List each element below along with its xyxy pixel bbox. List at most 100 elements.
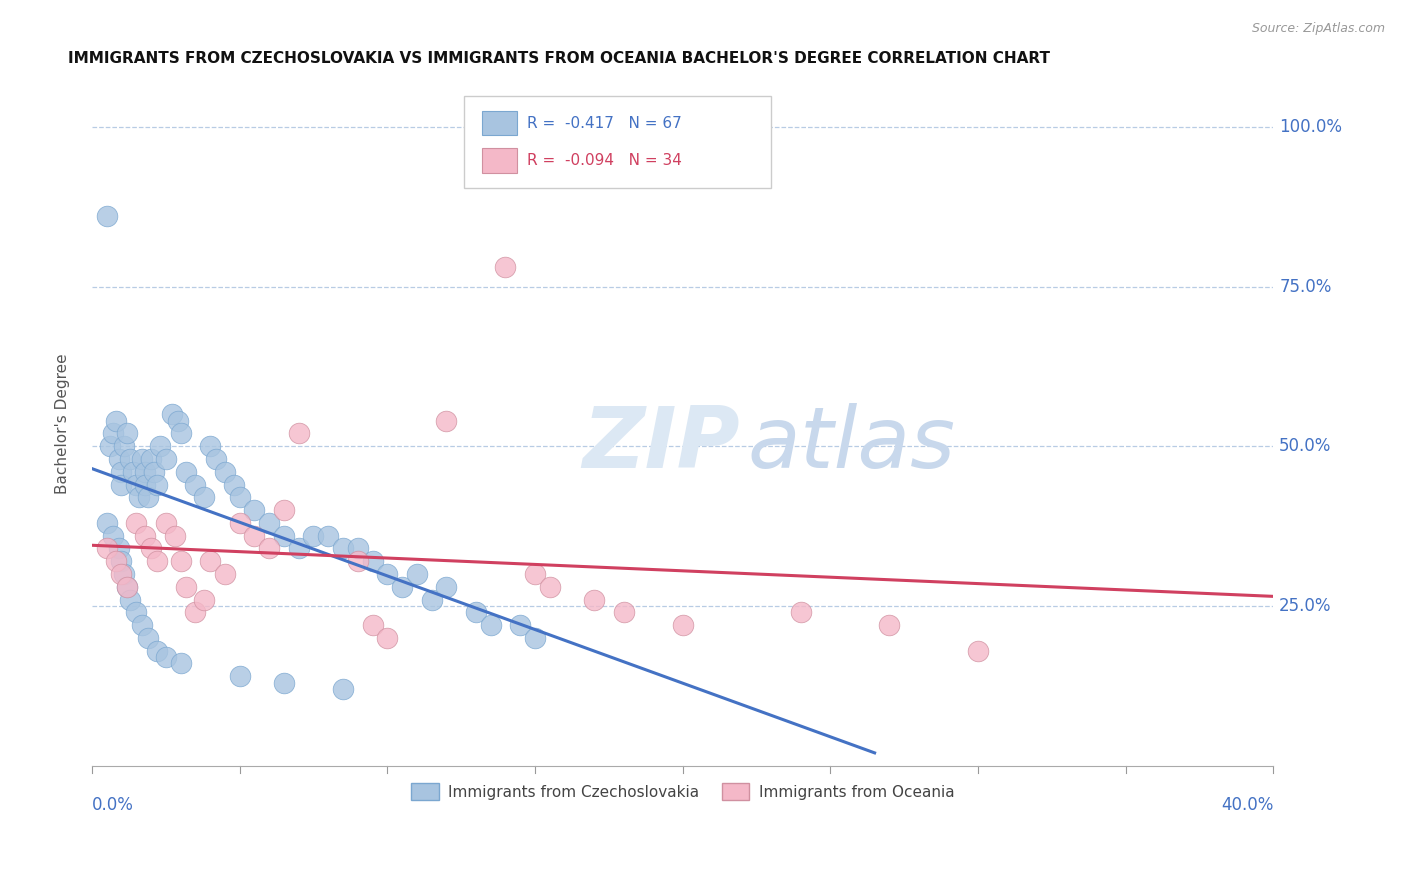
Point [107,452,129,467]
Point [110,567,132,582]
Point [790,605,813,619]
Bar [482,148,517,173]
Point [122,465,145,479]
Point [243,529,266,543]
Point [101,529,124,543]
Text: 0.0%: 0.0% [91,797,134,814]
Point [155,650,177,665]
Text: 100.0%: 100.0% [1279,118,1343,136]
Text: R =  -0.094   N = 34: R = -0.094 N = 34 [527,153,682,169]
Point [361,618,384,632]
Text: ZIP: ZIP [582,403,740,486]
Point [967,643,990,657]
Point [131,452,153,467]
Point [134,477,156,491]
Point [112,567,135,582]
Point [228,516,250,530]
Point [110,554,132,568]
Point [120,592,142,607]
Point [287,426,309,441]
Text: IMMIGRANTS FROM CZECHOSLOVAKIA VS IMMIGRANTS FROM OCEANIA BACHELOR'S DEGREE CORR: IMMIGRANTS FROM CZECHOSLOVAKIA VS IMMIGR… [69,51,1050,66]
Point [134,529,156,543]
Point [257,516,280,530]
Point [228,491,250,505]
Point [117,580,139,594]
Text: 40.0%: 40.0% [1220,797,1274,814]
Point [479,618,502,632]
Point [98,439,121,453]
Point [169,554,191,568]
Text: R =  -0.417   N = 67: R = -0.417 N = 67 [527,116,682,130]
Point [672,618,695,632]
Point [523,631,546,645]
Point [128,491,150,505]
Point [193,491,215,505]
Point [205,452,228,467]
Point [142,465,165,479]
Point [273,529,295,543]
Point [107,541,129,556]
Point [879,618,901,632]
Point [405,567,427,582]
Point [96,541,118,556]
Point [176,465,198,479]
Point [464,605,486,619]
Point [184,477,207,491]
Point [273,675,295,690]
Point [494,260,516,275]
Point [332,681,354,696]
Point [361,554,384,568]
Text: Bachelor's Degree: Bachelor's Degree [55,353,70,494]
Point [523,567,546,582]
Point [169,657,191,671]
Text: 25.0%: 25.0% [1279,597,1331,615]
Point [538,580,561,594]
Point [169,426,191,441]
Point [612,605,634,619]
Point [509,618,531,632]
Text: 50.0%: 50.0% [1279,437,1331,455]
Point [110,465,132,479]
Point [243,503,266,517]
Point [104,414,127,428]
Point [582,592,605,607]
Point [166,414,188,428]
Point [134,465,156,479]
Point [155,516,177,530]
Point [163,529,186,543]
Point [146,643,169,657]
Point [375,631,398,645]
Point [96,209,118,223]
FancyBboxPatch shape [464,95,772,188]
Bar [482,111,517,136]
Point [273,503,295,517]
Point [434,414,457,428]
Point [332,541,354,556]
Point [139,452,162,467]
Point [136,491,159,505]
Point [420,592,443,607]
Point [198,554,221,568]
Point [346,554,368,568]
Text: atlas: atlas [748,403,956,486]
Point [120,452,142,467]
Point [136,631,159,645]
Point [146,554,169,568]
Text: Source: ZipAtlas.com: Source: ZipAtlas.com [1251,22,1385,36]
Point [287,541,309,556]
Point [228,669,250,683]
Point [302,529,325,543]
Point [160,407,183,421]
Point [112,439,135,453]
Point [146,477,169,491]
Point [193,592,215,607]
Point [101,426,124,441]
Point [257,541,280,556]
Point [176,580,198,594]
Point [139,541,162,556]
Point [184,605,207,619]
Point [198,439,221,453]
Point [434,580,457,594]
Point [391,580,413,594]
Point [214,567,236,582]
